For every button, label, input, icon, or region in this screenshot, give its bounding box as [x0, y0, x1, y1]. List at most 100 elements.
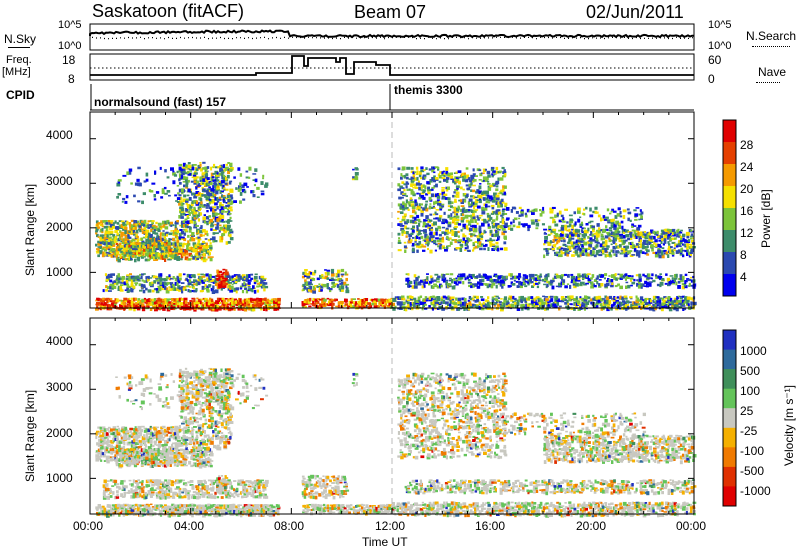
power-cells-cell-59 [120, 303, 123, 306]
power-cells-cell-2018 [222, 281, 226, 284]
power-cells-cell-460 [97, 242, 101, 246]
power-cells-cell-2753 [556, 298, 560, 302]
power-cells-cell-3583 [468, 179, 472, 183]
power-cells-cell-849 [168, 223, 171, 227]
power-cells-cell-4171 [610, 274, 615, 278]
power-cells-cell-2512 [434, 305, 437, 307]
power-cells-cell-3902 [436, 281, 440, 283]
power-cells-cell-3614 [473, 205, 478, 207]
power-cells-cell-704 [141, 247, 145, 250]
power-cells-cell-3958 [472, 283, 475, 285]
power-cells-cell-4951 [609, 212, 612, 215]
power-cells-cell-4549 [618, 239, 623, 243]
power-cells-cell-4939 [598, 227, 601, 231]
power-cells-cell-2678 [521, 307, 524, 311]
power-cells-cell-1491 [214, 178, 218, 181]
power-cells-cell-2559 [457, 300, 461, 304]
power-cells-cell-4787 [686, 243, 689, 247]
power-cells-cell-1221 [182, 198, 187, 203]
power-cells-cell-468 [99, 243, 102, 246]
power-cells-cell-3322 [432, 205, 435, 208]
power-cells-cell-3952 [468, 273, 471, 278]
power-cells-cell-977 [142, 245, 146, 248]
power-cells-cell-2420 [345, 289, 350, 294]
power-cells-cell-1971 [254, 273, 258, 276]
power-cells-cell-3757 [491, 174, 494, 178]
power-cells-cell-1067 [174, 250, 178, 253]
power-cells-cell-3259 [425, 207, 429, 212]
power-cells-cell-4738 [671, 237, 676, 240]
power-cells-cell-1548 [220, 172, 224, 177]
power-cells-cell-4499 [604, 247, 608, 250]
power-cells-cell-2316 [388, 300, 392, 303]
power-cells-cell-86 [131, 297, 135, 300]
power-cells-cell-2088 [178, 178, 181, 182]
power-cells-cell-4217 [644, 280, 648, 285]
power-cells-cell-3117 [407, 208, 410, 211]
power-cells-cell-2838 [599, 303, 603, 306]
power-cells-cell-3573 [467, 223, 472, 226]
power-cells-cell-2392 [331, 271, 334, 274]
power-cells-cell-1720 [145, 287, 148, 291]
power-cells-cell-2038 [124, 200, 128, 204]
power-cells-cell-2000 [216, 273, 221, 276]
power-cells-cell-289 [216, 297, 220, 301]
power-cells-cell-3638 [477, 241, 480, 245]
power-cells-cell-4173 [613, 274, 616, 278]
power-cells-cell-4684 [658, 254, 662, 259]
power-cells-cell-320 [231, 307, 234, 310]
power-cells-cell-2858 [610, 305, 613, 309]
power-cells-cell-2190 [304, 305, 307, 309]
power-cells-cell-2318 [390, 305, 393, 309]
power-cells-cell-523 [108, 236, 112, 239]
power-cells-cell-3253 [424, 233, 428, 238]
power-cells-cell-2373 [321, 274, 324, 277]
power-cells-cell-2675 [516, 299, 519, 304]
power-cells-cell-2459 [406, 295, 411, 299]
power-cells-cell-2313 [386, 298, 390, 302]
power-cells-cell-23 [103, 302, 107, 306]
power-cells-cell-1022 [157, 242, 160, 245]
power-cells-cell-2537 [447, 303, 451, 307]
power-cells-cell-2786 [575, 305, 578, 309]
power-cells-cell-3231 [420, 166, 424, 170]
power-cells-cell-1942 [244, 287, 248, 290]
power-cells-cell-1963 [250, 273, 254, 276]
power-cells-cell-918 [123, 244, 128, 248]
power-cells-cell-492 [104, 252, 107, 256]
power-cells-cell-4237 [659, 281, 664, 286]
power-cells-cell-688 [137, 224, 140, 228]
power-cells-cell-2399 [335, 272, 339, 276]
power-cells-cell-3431 [447, 175, 451, 178]
power-cells-cell-1466 [212, 198, 216, 203]
power-cells-cell-4104 [569, 284, 572, 289]
power-cells-cell-3060 [399, 197, 402, 200]
power-cells-cell-4484 [600, 235, 604, 238]
power-cells-cell-1446 [209, 218, 213, 223]
power-cells-cell-2755 [558, 307, 561, 311]
power-cells-cell-4894 [560, 214, 564, 218]
power-cells-cell-2150 [233, 176, 236, 179]
power-cells-cell-1673 [126, 287, 130, 291]
power-cells-cell-2737 [547, 305, 551, 309]
power-cells-cell-3989 [491, 283, 496, 286]
power-cells-cell-4309 [552, 249, 555, 252]
power-cells-cell-4662 [652, 251, 657, 254]
power-cells-cell-3394 [443, 247, 446, 249]
power-cells-cell-718 [142, 236, 147, 239]
power-cells-cell-3483 [456, 209, 459, 212]
power-cells-cell-4166 [610, 285, 614, 288]
power-cells-cell-4399 [574, 228, 578, 233]
power-cells-cell-2173 [252, 179, 257, 181]
power-cells-cell-3977 [484, 283, 488, 286]
power-cells-cell-4730 [669, 237, 673, 242]
power-cells-cell-1639 [109, 285, 112, 290]
power-cells-cell-2748 [554, 305, 558, 309]
power-cells-cell-1997 [216, 278, 220, 281]
power-cells-cell-3505 [457, 170, 462, 174]
power-cells-cell-4146 [593, 279, 598, 282]
power-cells-cell-1459 [212, 229, 217, 232]
power-cells-cell-1943 [244, 285, 247, 288]
power-cells-cell-2339 [305, 281, 308, 284]
power-cells-cell-430 [272, 298, 277, 300]
